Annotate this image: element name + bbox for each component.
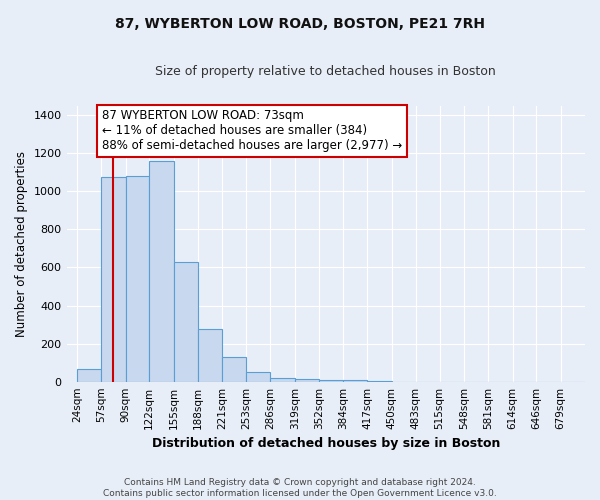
Bar bbox=[77, 370, 101, 382]
Title: Size of property relative to detached houses in Boston: Size of property relative to detached ho… bbox=[155, 65, 496, 78]
Bar bbox=[246, 372, 271, 382]
Bar bbox=[271, 378, 295, 382]
Bar bbox=[198, 330, 223, 382]
Bar bbox=[223, 357, 246, 382]
Bar bbox=[173, 262, 198, 382]
Bar bbox=[367, 380, 392, 382]
Bar bbox=[319, 380, 343, 382]
X-axis label: Distribution of detached houses by size in Boston: Distribution of detached houses by size … bbox=[152, 437, 500, 450]
Y-axis label: Number of detached properties: Number of detached properties bbox=[15, 150, 28, 336]
Bar bbox=[295, 379, 319, 382]
Bar bbox=[343, 380, 367, 382]
Text: 87 WYBERTON LOW ROAD: 73sqm
← 11% of detached houses are smaller (384)
88% of se: 87 WYBERTON LOW ROAD: 73sqm ← 11% of det… bbox=[102, 110, 402, 152]
Text: 87, WYBERTON LOW ROAD, BOSTON, PE21 7RH: 87, WYBERTON LOW ROAD, BOSTON, PE21 7RH bbox=[115, 18, 485, 32]
Text: Contains HM Land Registry data © Crown copyright and database right 2024.
Contai: Contains HM Land Registry data © Crown c… bbox=[103, 478, 497, 498]
Bar bbox=[101, 177, 125, 382]
Bar bbox=[125, 176, 149, 382]
Bar bbox=[149, 161, 173, 382]
